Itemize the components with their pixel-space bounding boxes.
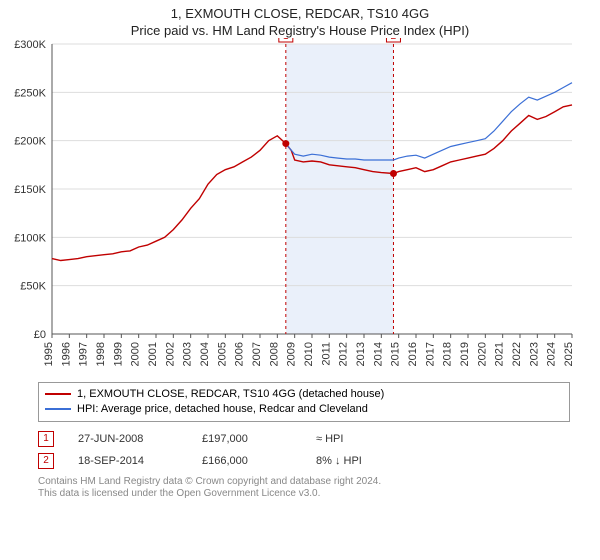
y-tick-label: £50K [20,281,46,293]
x-tick-label: 2018 [442,342,454,366]
x-tick-label: 2025 [563,342,575,366]
sale-delta: ≈ HPI [316,433,386,445]
y-tick-label: £200K [14,136,46,148]
y-tick-label: £250K [14,87,46,99]
x-tick-label: 1996 [60,342,72,366]
x-tick-label: 2006 [234,342,246,366]
legend-label: 1, EXMOUTH CLOSE, REDCAR, TS10 4GG (deta… [77,387,384,402]
x-tick-label: 1997 [78,342,90,366]
x-tick-label: 2013 [355,342,367,366]
sale-marker-icon: 2 [38,453,54,469]
y-tick-label: £300K [14,39,46,51]
sale-date: 27-JUN-2008 [78,433,178,445]
x-tick-label: 2009 [286,342,298,366]
legend-swatch-red [45,393,71,395]
x-tick-label: 2015 [390,342,402,366]
price-chart: £0 £50K £100K £150K £200K £250K £300K 1995 1996 1… [0,38,600,378]
x-tick-label: 2012 [338,342,350,366]
chart-subtitle: Price paid vs. HM Land Registry's House … [0,23,600,38]
sale-marker-number: 1 [283,38,289,42]
legend-row-property: 1, EXMOUTH CLOSE, REDCAR, TS10 4GG (deta… [45,387,563,402]
y-tick-label: £150K [14,184,46,196]
legend-label: HPI: Average price, detached house, Redc… [77,402,368,417]
x-tick-label: 2020 [476,342,488,366]
x-tick-label: 2022 [511,342,523,366]
titles: 1, EXMOUTH CLOSE, REDCAR, TS10 4GG Price… [0,0,600,38]
sale-marker-dot [282,140,289,147]
x-tick-label: 2019 [459,342,471,366]
x-tick-label: 1999 [112,342,124,366]
table-row: 2 18-SEP-2014 £166,000 8% ↓ HPI [38,450,570,472]
sale-marker-number: 2 [391,38,397,42]
sale-price: £197,000 [202,433,292,445]
footer: Contains HM Land Registry data © Crown c… [38,476,570,501]
x-tick-label: 1998 [95,342,107,366]
x-tick-label: 2000 [130,342,142,366]
table-row: 1 27-JUN-2008 £197,000 ≈ HPI [38,428,570,450]
sale-marker-dot [390,170,397,177]
footer-line: Contains HM Land Registry data © Crown c… [38,476,570,489]
sale-delta: 8% ↓ HPI [316,455,386,467]
x-tick-label: 2010 [303,342,315,366]
x-tick-label: 2024 [546,342,558,366]
sales-table: 1 27-JUN-2008 £197,000 ≈ HPI 2 18-SEP-20… [38,428,570,472]
x-tick-label: 2021 [494,342,506,366]
x-tick-label: 2016 [407,342,419,366]
sale-price: £166,000 [202,455,292,467]
legend: 1, EXMOUTH CLOSE, REDCAR, TS10 4GG (deta… [38,382,570,422]
x-tick-label: 2002 [164,342,176,366]
sale-marker-icon: 1 [38,431,54,447]
sale-date: 18-SEP-2014 [78,455,178,467]
x-tick-label: 2023 [528,342,540,366]
x-tick-label: 2017 [424,342,436,366]
y-tick-label: £0 [34,329,46,341]
x-tick-label: 2004 [199,342,211,366]
legend-row-hpi: HPI: Average price, detached house, Redc… [45,402,563,417]
x-tick-label: 2001 [147,342,159,366]
x-tick-label: 2005 [216,342,228,366]
x-tick-label: 2014 [372,342,384,366]
footer-line: This data is licensed under the Open Gov… [38,488,570,501]
legend-swatch-blue [45,408,71,410]
x-tick-label: 2007 [251,342,263,366]
x-tick-label: 2011 [320,342,332,366]
x-tick-label: 2008 [268,342,280,366]
chart-title: 1, EXMOUTH CLOSE, REDCAR, TS10 4GG [0,6,600,21]
x-tick-label: 1995 [43,342,55,366]
x-tick-label: 2003 [182,342,194,366]
y-tick-label: £100K [14,232,46,244]
chart-container: 1, EXMOUTH CLOSE, REDCAR, TS10 4GG Price… [0,0,600,560]
